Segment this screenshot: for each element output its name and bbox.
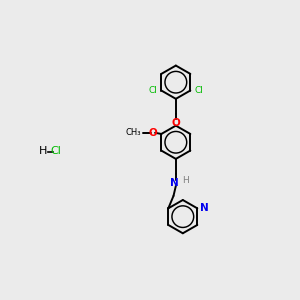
Text: Cl: Cl [148,86,157,95]
Text: H: H [39,146,47,157]
Text: N: N [200,203,209,213]
Text: Cl: Cl [51,146,62,157]
Text: H: H [182,176,189,185]
Text: O: O [149,128,158,138]
Text: Cl: Cl [194,86,203,95]
Text: CH₃: CH₃ [125,128,141,137]
Text: O: O [172,118,180,128]
Text: N: N [170,178,179,188]
